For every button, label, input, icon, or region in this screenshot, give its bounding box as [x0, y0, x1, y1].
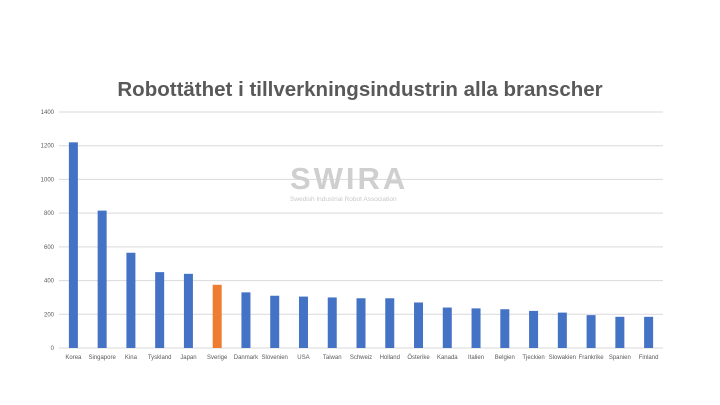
x-tick-label: Kina	[125, 355, 138, 361]
bar-japan	[183, 273, 193, 348]
bar-taiwan	[327, 297, 337, 348]
x-tick-label: Sverige	[207, 355, 228, 361]
y-tick-label: 1200	[41, 144, 55, 150]
y-tick-label: 1400	[41, 110, 55, 116]
bar-usa	[298, 296, 308, 348]
bar-danmark	[241, 292, 251, 348]
y-tick-label: 1000	[41, 177, 55, 183]
y-tick-label: 800	[44, 211, 55, 217]
x-tick-label: Finland	[639, 355, 659, 361]
y-tick-label: 600	[44, 245, 55, 251]
swira-subtitle: Swedish Industrial Robot Association	[290, 196, 397, 203]
x-tick-label: Österike	[407, 354, 430, 361]
bar-slowakien	[557, 312, 567, 348]
bar-kanada	[442, 307, 452, 348]
bar-italien	[471, 308, 481, 348]
x-tick-label: Spanien	[609, 355, 631, 361]
x-tick-label: Frankrike	[579, 355, 605, 361]
bar-kina	[126, 252, 136, 348]
bar-singapore	[97, 210, 107, 348]
bar-korea	[68, 142, 78, 348]
swira-watermark: SWIRA Swedish Industrial Robot Associati…	[290, 163, 420, 203]
y-tick-label: 400	[44, 279, 55, 285]
bar-spanien	[615, 316, 625, 348]
bar-holland	[385, 298, 395, 348]
x-tick-label: Kanada	[437, 355, 458, 361]
x-tick-label: Italien	[468, 355, 484, 361]
bar-tyskland	[155, 272, 165, 348]
x-tick-label: Slowakien	[549, 355, 576, 361]
x-tick-label: Belgien	[495, 355, 515, 361]
y-axis-tick-labels: 0 200 400 600 800 1000 1200 1400	[41, 110, 55, 352]
bar-slovenien	[270, 295, 280, 348]
bar-finland	[644, 316, 654, 348]
swira-logo: SWIRA	[290, 161, 409, 196]
chart-title: Robottäthet i tillverkningsindustrin all…	[117, 78, 603, 101]
y-tick-label: 0	[51, 346, 55, 352]
x-axis-tick-labels: Korea Singapore Kina Tyskland Japan Sverige Da…	[65, 354, 658, 361]
x-tick-label: Korea	[65, 355, 82, 361]
bar-frankrike	[586, 315, 596, 348]
x-tick-label: Danmark	[234, 355, 259, 361]
bar-schweiz	[356, 298, 366, 348]
bar-sverige	[212, 284, 222, 348]
x-tick-label: Japan	[180, 355, 196, 361]
x-tick-label: Singapore	[88, 355, 116, 361]
y-tick-label: 200	[44, 312, 55, 318]
x-tick-label: Slovenien	[262, 355, 288, 361]
x-tick-label: Schweiz	[350, 355, 372, 361]
x-tick-label: Holland	[380, 355, 400, 361]
bars	[68, 142, 654, 348]
bar-tjeckien	[529, 310, 539, 348]
x-tick-label: Tjeckien	[522, 355, 544, 361]
bar-belgien	[500, 309, 510, 348]
x-tick-label: Tyskland	[148, 355, 172, 361]
bar-österike	[414, 302, 424, 348]
x-tick-label: Taiwan	[323, 355, 342, 361]
x-tick-label: USA	[297, 355, 309, 361]
